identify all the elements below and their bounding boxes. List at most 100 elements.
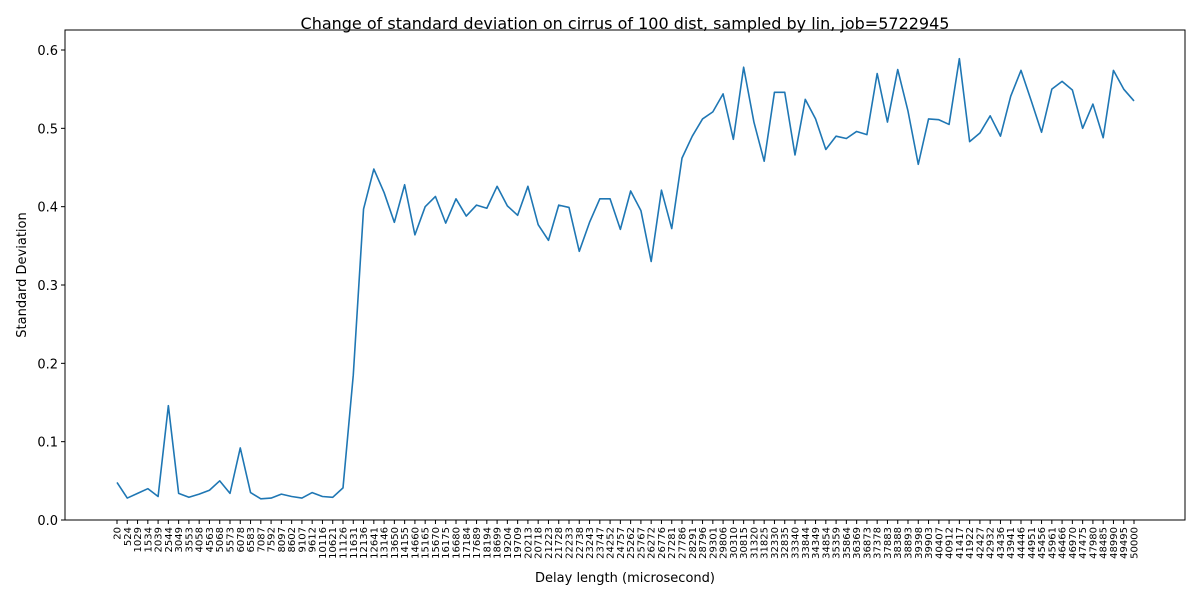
y-axis-label: Standard Deviation	[15, 212, 30, 337]
x-tick-label: 32330	[770, 527, 781, 559]
x-tick-label: 42427	[975, 527, 986, 559]
x-tick-label: 18699	[493, 527, 504, 559]
x-tick-label: 14155	[400, 527, 411, 559]
x-tick-label: 23243	[585, 527, 596, 559]
x-tick-label: 25767	[636, 527, 647, 559]
y-tick-label: 0.1	[37, 436, 58, 451]
x-tick-label: 6078	[236, 527, 247, 552]
x-tick-label: 22233	[565, 527, 576, 559]
x-tick-label: 18194	[482, 527, 493, 559]
x-tick-label: 19709	[513, 527, 524, 559]
x-tick-label: 23747	[595, 527, 606, 559]
x-tick-label: 10621	[328, 527, 339, 559]
x-tick-label: 22738	[575, 527, 586, 559]
x-tick-label: 9612	[308, 527, 319, 552]
x-tick-label: 28796	[698, 527, 709, 559]
x-tick-label: 1534	[143, 527, 154, 552]
x-tick-label: 35359	[832, 527, 843, 559]
x-tick-label: 37378	[873, 527, 884, 559]
x-tick-label: 31825	[760, 527, 771, 559]
x-tick-label: 10116	[318, 527, 329, 559]
x-tick-label: 41922	[965, 527, 976, 559]
x-axis-label: Delay length (microsecond)	[535, 571, 715, 586]
x-tick-label: 46970	[1068, 527, 1079, 559]
x-tick-label: 2544	[164, 527, 175, 552]
x-tick-label: 15670	[431, 527, 442, 559]
x-tick-label: 16680	[452, 527, 463, 559]
x-tick-label: 7087	[256, 527, 267, 552]
x-tick-label: 13146	[380, 527, 391, 559]
x-tick-label: 35864	[842, 527, 853, 559]
x-tick-label: 33340	[791, 527, 802, 559]
x-tick-label: 16175	[441, 527, 452, 559]
x-tick-label: 21223	[544, 527, 555, 559]
x-tick-label: 8602	[287, 527, 298, 552]
x-tick-label: 4058	[195, 527, 206, 552]
x-tick-label: 27281	[667, 527, 678, 559]
x-tick-label: 26272	[647, 527, 658, 559]
x-tick-label: 6583	[246, 527, 257, 552]
x-tick-label: 12641	[369, 527, 380, 559]
x-tick-label: 31320	[749, 527, 760, 559]
y-axis: 0.0 0.1 0.2 0.3 0.4 0.5 0.6	[37, 44, 65, 529]
x-tick-label: 12136	[359, 527, 370, 559]
x-tick-label: 34349	[811, 527, 822, 559]
chart-title: Change of standard deviation on cirrus o…	[301, 14, 950, 33]
x-tick-label: 14660	[410, 527, 421, 559]
x-axis: 20 524 1029 1534 2039 2544 3049 3553 4058 4563 506…	[113, 520, 1141, 559]
x-tick-label: 24757	[616, 527, 627, 559]
x-tick-label: 45961	[1047, 527, 1058, 559]
x-tick-label: 19204	[503, 527, 514, 559]
x-tick-label: 44951	[1027, 527, 1038, 559]
x-tick-label: 21728	[554, 527, 565, 559]
x-tick-label: 4563	[205, 527, 216, 552]
x-tick-label: 36873	[862, 527, 873, 559]
x-tick-label: 49495	[1119, 527, 1130, 559]
x-tick-label: 17184	[462, 527, 473, 559]
x-tick-label: 33844	[801, 527, 812, 559]
x-tick-label: 20213	[523, 527, 534, 559]
x-tick-label: 9107	[297, 527, 308, 552]
x-tick-label: 47980	[1088, 527, 1099, 559]
x-tick-label: 8097	[277, 527, 288, 552]
y-tick-label: 0.4	[37, 201, 58, 216]
x-tick-label: 43941	[1006, 527, 1017, 559]
x-tick-label: 34854	[821, 527, 832, 559]
x-tick-label: 36369	[852, 527, 863, 559]
x-tick-label: 38893	[904, 527, 915, 559]
x-tick-label: 11631	[349, 527, 360, 559]
x-tick-label: 5068	[215, 527, 226, 552]
x-tick-label: 43436	[996, 527, 1007, 559]
x-tick-label: 15165	[421, 527, 432, 559]
x-tick-label: 50000	[1130, 527, 1141, 559]
x-tick-label: 20	[113, 527, 124, 540]
plot-area-frame	[64, 29, 1186, 521]
y-tick-label: 0.2	[37, 357, 58, 372]
x-tick-label: 46466	[1058, 527, 1069, 559]
x-tick-label: 7592	[267, 527, 278, 552]
x-tick-label: 39398	[914, 527, 925, 559]
x-tick-label: 39903	[924, 527, 935, 559]
x-tick-label: 3553	[184, 527, 195, 552]
x-tick-label: 25262	[626, 527, 637, 559]
x-tick-label: 41417	[955, 527, 966, 559]
x-tick-label: 5573	[226, 527, 237, 552]
x-tick-label: 3049	[174, 527, 185, 552]
x-tick-label: 17689	[472, 527, 483, 559]
y-tick-label: 0.0	[37, 514, 58, 529]
x-tick-label: 1029	[133, 527, 144, 552]
x-tick-label: 11126	[339, 527, 350, 559]
x-tick-label: 40407	[934, 527, 945, 559]
x-tick-label: 24252	[606, 527, 617, 559]
x-tick-label: 26776	[657, 527, 668, 559]
series-line	[116, 57, 1135, 500]
x-tick-label: 27786	[678, 527, 689, 559]
x-tick-label: 38388	[893, 527, 904, 559]
x-tick-label: 29806	[719, 527, 730, 559]
x-tick-label: 32835	[780, 527, 791, 559]
x-tick-label: 47475	[1078, 527, 1089, 559]
x-tick-label: 30310	[729, 527, 740, 559]
x-tick-label: 37883	[883, 527, 894, 559]
x-tick-label: 13650	[390, 527, 401, 559]
x-tick-label: 20718	[534, 527, 545, 559]
